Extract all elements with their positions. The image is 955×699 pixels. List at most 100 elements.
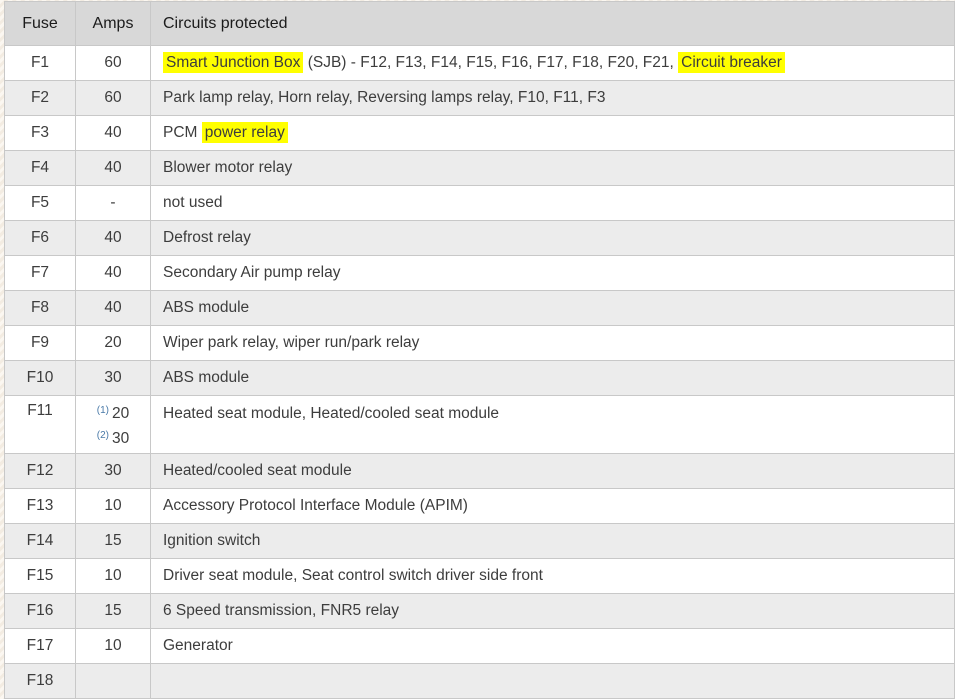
fuse-cell: F13 bbox=[4, 488, 76, 524]
amps-cell: 15 bbox=[75, 523, 151, 559]
amps-cell: 60 bbox=[75, 45, 151, 81]
circuits-cell: Blower motor relay bbox=[150, 150, 955, 186]
fuse-cell: F12 bbox=[4, 453, 76, 489]
fuse-cell: F14 bbox=[4, 523, 76, 559]
amps-cell: 20 bbox=[75, 325, 151, 361]
table-row: F15 10 Driver seat module, Seat control sw… bbox=[4, 558, 955, 594]
footnote-ref[interactable]: (2) bbox=[96, 430, 109, 441]
circuits-cell: Secondary Air pump relay bbox=[150, 255, 955, 291]
circuit-text: Defrost relay bbox=[163, 229, 251, 246]
circuit-text: Heated seat module, Heated/cooled seat m… bbox=[163, 405, 500, 422]
circuits-cell: Heated seat module, Heated/cooled seat m… bbox=[150, 395, 955, 454]
circuit-text: (SJB) - F12, F13, F14, F15, F16, F17, F1… bbox=[303, 54, 679, 71]
circuit-text: Blower motor relay bbox=[163, 159, 293, 176]
amps-value: 30 bbox=[111, 430, 130, 447]
table-row: F18 bbox=[4, 663, 955, 699]
table-row: F10 30 ABS module bbox=[4, 360, 955, 396]
table-row: F9 20 Wiper park relay, wiper run/park rel… bbox=[4, 325, 955, 361]
amps-line: (2) 30 bbox=[76, 427, 150, 452]
circuits-cell: Smart Junction Box (SJB) - F12, F13, F14… bbox=[150, 45, 955, 81]
fuse-cell: F17 bbox=[4, 628, 76, 664]
table-row: F14 15 Ignition switch bbox=[4, 523, 955, 559]
circuits-cell: Wiper park relay, wiper run/park relay bbox=[150, 325, 955, 361]
amps-cell: (1) 20 (2) 30 bbox=[75, 395, 151, 454]
fuse-cell: F15 bbox=[4, 558, 76, 594]
table-row: F12 30 Heated/cooled seat module bbox=[4, 453, 955, 489]
amps-cell: 10 bbox=[75, 628, 151, 664]
highlighted-text: power relay bbox=[201, 122, 288, 143]
circuit-text: ABS module bbox=[163, 299, 250, 316]
circuit-text: Driver seat module, Seat control switch … bbox=[163, 567, 543, 584]
amps-cell: 10 bbox=[75, 558, 151, 594]
fuse-cell: F5 bbox=[4, 185, 76, 221]
circuits-cell: Park lamp relay, Horn relay, Reversing l… bbox=[150, 80, 955, 116]
amps-cell: 60 bbox=[75, 80, 151, 116]
circuit-text: PCM bbox=[163, 124, 202, 141]
column-header-amps: Amps bbox=[75, 1, 151, 46]
circuit-text: Wiper park relay, wiper run/park relay bbox=[163, 334, 420, 351]
highlighted-text: Smart Junction Box bbox=[163, 52, 304, 73]
fuse-cell: F2 bbox=[4, 80, 76, 116]
circuit-text: Secondary Air pump relay bbox=[163, 264, 341, 281]
fuse-cell: F8 bbox=[4, 290, 76, 326]
table-row: F4 40 Blower motor relay bbox=[4, 150, 955, 186]
fuse-cell: F18 bbox=[4, 663, 76, 699]
fuse-cell: F9 bbox=[4, 325, 76, 361]
table-header-row: Fuse Amps Circuits protected bbox=[4, 1, 955, 46]
table-row: F16 15 6 Speed transmission, FNR5 relay bbox=[4, 593, 955, 629]
amps-cell: 40 bbox=[75, 290, 151, 326]
circuit-text: ABS module bbox=[163, 369, 250, 386]
circuits-cell: ABS module bbox=[150, 360, 955, 396]
amps-cell: 15 bbox=[75, 593, 151, 629]
circuits-cell bbox=[150, 663, 955, 699]
circuits-cell: Heated/cooled seat module bbox=[150, 453, 955, 489]
circuit-text: 6 Speed transmission, FNR5 relay bbox=[163, 602, 400, 619]
circuits-cell: ABS module bbox=[150, 290, 955, 326]
circuits-cell: 6 Speed transmission, FNR5 relay bbox=[150, 593, 955, 629]
amps-cell: 40 bbox=[75, 150, 151, 186]
table-row: F1 60 Smart Junction Box (SJB) - F12, F13,… bbox=[4, 45, 955, 81]
circuit-text: not used bbox=[163, 194, 223, 211]
table-row: F11 (1) 20 (2) 30 Heated seat module, Heated/… bbox=[4, 395, 955, 454]
fuse-cell: F16 bbox=[4, 593, 76, 629]
table-row: F6 40 Defrost relay bbox=[4, 220, 955, 256]
circuits-cell: Ignition switch bbox=[150, 523, 955, 559]
amps-cell: 30 bbox=[75, 453, 151, 489]
circuits-cell: Driver seat module, Seat control switch … bbox=[150, 558, 955, 594]
circuits-cell: Generator bbox=[150, 628, 955, 664]
fuse-cell: F6 bbox=[4, 220, 76, 256]
amps-cell: 30 bbox=[75, 360, 151, 396]
table-row: F7 40 Secondary Air pump relay bbox=[4, 255, 955, 291]
circuit-text: Ignition switch bbox=[163, 532, 261, 549]
amps-cell: 40 bbox=[75, 115, 151, 151]
footnote-ref[interactable]: (1) bbox=[96, 405, 109, 416]
highlighted-text: Circuit breaker bbox=[678, 52, 785, 73]
table-row: F5- not used bbox=[4, 185, 955, 221]
column-header-fuse: Fuse bbox=[4, 1, 76, 46]
fuse-cell: F10 bbox=[4, 360, 76, 396]
amps-cell: 40 bbox=[75, 255, 151, 291]
table-row: F13 10 Accessory Protocol Interface Module… bbox=[4, 488, 955, 524]
table-row: F2 60 Park lamp relay, Horn relay, Reversi… bbox=[4, 80, 955, 116]
amps-cell: - bbox=[75, 185, 151, 221]
fuse-table-body: F1 60 Smart Junction Box (SJB) - F12, F13,… bbox=[4, 45, 955, 699]
table-row: F17 10 Generator bbox=[4, 628, 955, 664]
column-header-circuits: Circuits protected bbox=[150, 1, 955, 46]
amps-cell: 10 bbox=[75, 488, 151, 524]
fuse-cell: F4 bbox=[4, 150, 76, 186]
fuse-cell: F3 bbox=[4, 115, 76, 151]
circuit-text: Park lamp relay, Horn relay, Reversing l… bbox=[163, 89, 606, 106]
fuse-cell: F7 bbox=[4, 255, 76, 291]
fuse-cell: F11 bbox=[4, 395, 76, 454]
amps-cell bbox=[75, 663, 151, 699]
fuse-cell: F1 bbox=[4, 45, 76, 81]
circuit-text: Generator bbox=[163, 637, 233, 654]
circuits-cell: PCM power relay bbox=[150, 115, 955, 151]
amps-cell: 40 bbox=[75, 220, 151, 256]
circuits-cell: Accessory Protocol Interface Module (API… bbox=[150, 488, 955, 524]
amps-value: 20 bbox=[111, 405, 130, 422]
amps-line: (1) 20 bbox=[76, 402, 150, 427]
table-row: F8 40 ABS module bbox=[4, 290, 955, 326]
circuit-text: Heated/cooled seat module bbox=[163, 462, 352, 479]
